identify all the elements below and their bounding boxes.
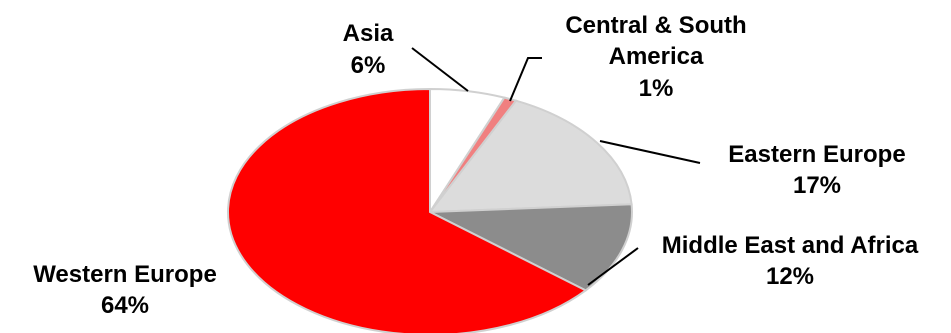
slice-label-central-south-america-line2: America <box>609 43 704 70</box>
pie-slice-western-europe <box>226 87 588 333</box>
slice-label-central-south-america-line1: Central & South <box>565 12 746 39</box>
pie-slice-eastern-europe <box>427 99 633 214</box>
leader-line-asia <box>411 47 469 92</box>
leader-line-eastern-europe <box>599 140 701 164</box>
slice-label-middle-east-africa: Middle East and Africa <box>662 232 919 259</box>
leader-lines <box>411 47 701 286</box>
slice-label-asia: Asia <box>343 20 394 47</box>
slice-label-eastern-europe: Eastern Europe <box>728 141 905 168</box>
slice-value-middle-east-africa: 12% <box>766 263 814 290</box>
slice-value-eastern-europe: 17% <box>793 172 841 199</box>
slice-label-western-europe: Western Europe <box>33 261 217 288</box>
pie-slices <box>226 87 633 333</box>
slice-value-western-europe: 64% <box>101 292 149 319</box>
slice-value-central-south-america: 1% <box>639 75 674 102</box>
leader-line-central-south-america <box>509 57 542 102</box>
pie-slice-middle-east-and-africa <box>429 203 633 292</box>
leader-line-middle-east-and-africa <box>587 247 639 286</box>
slice-value-asia: 6% <box>351 52 386 79</box>
